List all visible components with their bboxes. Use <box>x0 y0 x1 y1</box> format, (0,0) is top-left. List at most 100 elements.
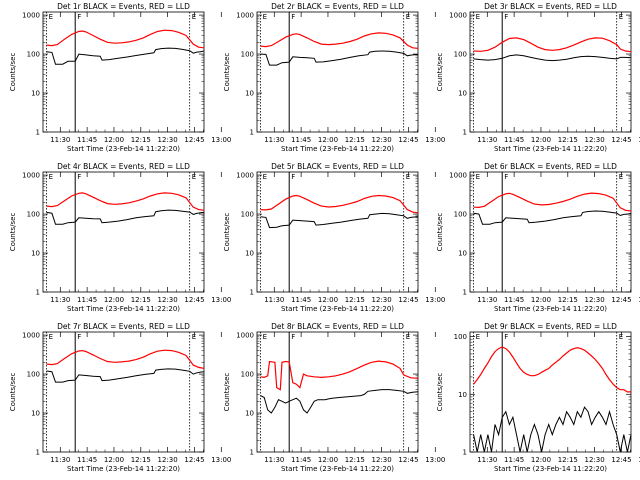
y-axis-label: Counts/sec <box>223 213 231 252</box>
x-tick-label: 12:00 <box>104 136 124 144</box>
series-events <box>46 209 205 225</box>
y-tick-label: 1 <box>36 289 40 297</box>
series-lld <box>473 346 631 393</box>
panel-det-3: Det 3r BLACK = Events, RED = LLD 1 10 100 10… <box>436 2 640 153</box>
x-tick-label: 12:15 <box>131 136 151 144</box>
y-tick-label: 1000 <box>449 172 467 180</box>
x-tick-label: 12:30 <box>372 136 392 144</box>
y-axis-label: Counts/sec <box>223 373 231 412</box>
x-tick-label: 12:00 <box>531 136 551 144</box>
x-axis-label: Start Time (23-Feb-14 11:22:20) <box>494 305 607 313</box>
panel-det-8: Det 8r BLACK = Events, RED = LLD 1 10 100 10… <box>223 322 445 473</box>
x-axis-label: Start Time (23-Feb-14 11:22:20) <box>494 145 607 153</box>
y-tick-label: 1 <box>250 449 254 457</box>
series-events <box>260 389 419 414</box>
y-tick-label: 10 <box>31 90 40 98</box>
panel-det-7: Det 7r BLACK = Events, RED = LLD 1 10 100 10… <box>9 322 231 473</box>
x-tick-label: 12:45 <box>611 456 631 464</box>
panel-det-6: Det 6r BLACK = Events, RED = LLD 1 10 100 10… <box>436 162 640 313</box>
x-tick-label: 11:45 <box>291 296 311 304</box>
x-tick-label: 12:30 <box>372 296 392 304</box>
panel-title: Det 3r BLACK = Events, RED = LLD <box>484 2 617 11</box>
y-tick-label: 1 <box>463 289 467 297</box>
y-tick-label: 1 <box>463 129 467 137</box>
x-tick-label: 11:30 <box>477 136 497 144</box>
x-tick-label: 12:45 <box>611 136 631 144</box>
y-tick-label: 1000 <box>22 332 40 340</box>
y-axis-label: Counts/sec <box>436 373 444 412</box>
x-tick-label: 12:00 <box>531 296 551 304</box>
y-tick-label: 10 <box>458 90 467 98</box>
plot-frame <box>256 331 419 453</box>
series-events <box>46 368 205 383</box>
panel-title: Det 2r BLACK = Events, RED = LLD <box>271 2 404 11</box>
y-axis-label: Counts/sec <box>436 213 444 252</box>
x-tick-label: 12:30 <box>585 456 605 464</box>
x-tick-label: 12:00 <box>104 296 124 304</box>
x-tick-label: 11:30 <box>477 456 497 464</box>
y-tick-label: 10 <box>245 90 254 98</box>
x-tick-label: 11:45 <box>77 136 97 144</box>
marker-label-E-start: E <box>476 173 480 181</box>
x-tick-label: 12:15 <box>131 456 151 464</box>
x-tick-label: 11:45 <box>291 136 311 144</box>
x-tick-label: 11:45 <box>504 456 524 464</box>
panel-title: Det 6r BLACK = Events, RED = LLD <box>484 162 617 171</box>
y-tick-label: 1 <box>36 129 40 137</box>
marker-label-E: E <box>406 13 410 21</box>
x-tick-label: 12:30 <box>158 456 178 464</box>
x-tick-label: 12:30 <box>372 456 392 464</box>
marker-label-F: F <box>77 13 81 21</box>
x-axis-label: Start Time (23-Feb-14 11:22:20) <box>281 145 394 153</box>
x-tick-label: 11:45 <box>291 456 311 464</box>
marker-label-E: E <box>192 13 196 21</box>
series-lld <box>46 29 205 49</box>
x-tick-label: 13:00 <box>211 456 231 464</box>
y-tick-label: 100 <box>454 333 467 341</box>
x-tick-label: 11:30 <box>50 136 70 144</box>
series-lld <box>260 194 419 214</box>
series-lld <box>473 37 632 53</box>
y-tick-label: 1 <box>463 449 467 457</box>
plot-frame <box>42 11 205 133</box>
x-tick-label: 11:30 <box>264 456 284 464</box>
panel-det-4: Det 4r BLACK = Events, RED = LLD 1 10 100 10… <box>9 162 231 313</box>
x-tick-label: 11:30 <box>264 296 284 304</box>
x-tick-label: 13:00 <box>211 296 231 304</box>
y-tick-label: 1000 <box>236 332 254 340</box>
y-tick-label: 10 <box>31 410 40 418</box>
x-tick-label: 13:00 <box>638 296 640 304</box>
x-tick-label: 12:00 <box>531 456 551 464</box>
panel-title: Det 5r BLACK = Events, RED = LLD <box>271 162 404 171</box>
y-tick-label: 100 <box>454 51 467 59</box>
y-tick-label: 100 <box>241 211 254 219</box>
x-tick-label: 13:00 <box>425 136 445 144</box>
marker-label-E-start: E <box>49 333 53 341</box>
x-tick-label: 12:15 <box>345 296 365 304</box>
x-tick-label: 11:45 <box>504 136 524 144</box>
panel-title: Det 4r BLACK = Events, RED = LLD <box>57 162 190 171</box>
marker-label-E-start: E <box>476 13 480 21</box>
plot-frame <box>256 171 419 293</box>
x-tick-label: 12:30 <box>585 296 605 304</box>
y-tick-label: 1000 <box>449 12 467 20</box>
y-axis-label: Counts/sec <box>9 373 17 412</box>
marker-label-E-start: E <box>49 13 53 21</box>
series-lld <box>46 349 205 369</box>
y-tick-label: 10 <box>31 250 40 258</box>
y-axis-label: Counts/sec <box>9 213 17 252</box>
series-events <box>260 50 419 66</box>
y-tick-label: 1000 <box>22 172 40 180</box>
marker-label-E: E <box>406 173 410 181</box>
panel-det-5: Det 5r BLACK = Events, RED = LLD 1 10 100 10… <box>223 162 445 313</box>
y-axis-label: Counts/sec <box>9 53 17 92</box>
x-tick-label: 13:00 <box>638 456 640 464</box>
y-tick-label: 1 <box>36 449 40 457</box>
x-tick-label: 12:00 <box>104 456 124 464</box>
series-events <box>473 54 632 62</box>
series-events <box>260 212 419 229</box>
y-tick-label: 1 <box>250 129 254 137</box>
y-tick-label: 10 <box>458 391 467 399</box>
panel-title: Det 9r BLACK = Events, RED = LLD <box>484 322 617 331</box>
x-tick-label: 12:45 <box>398 296 418 304</box>
